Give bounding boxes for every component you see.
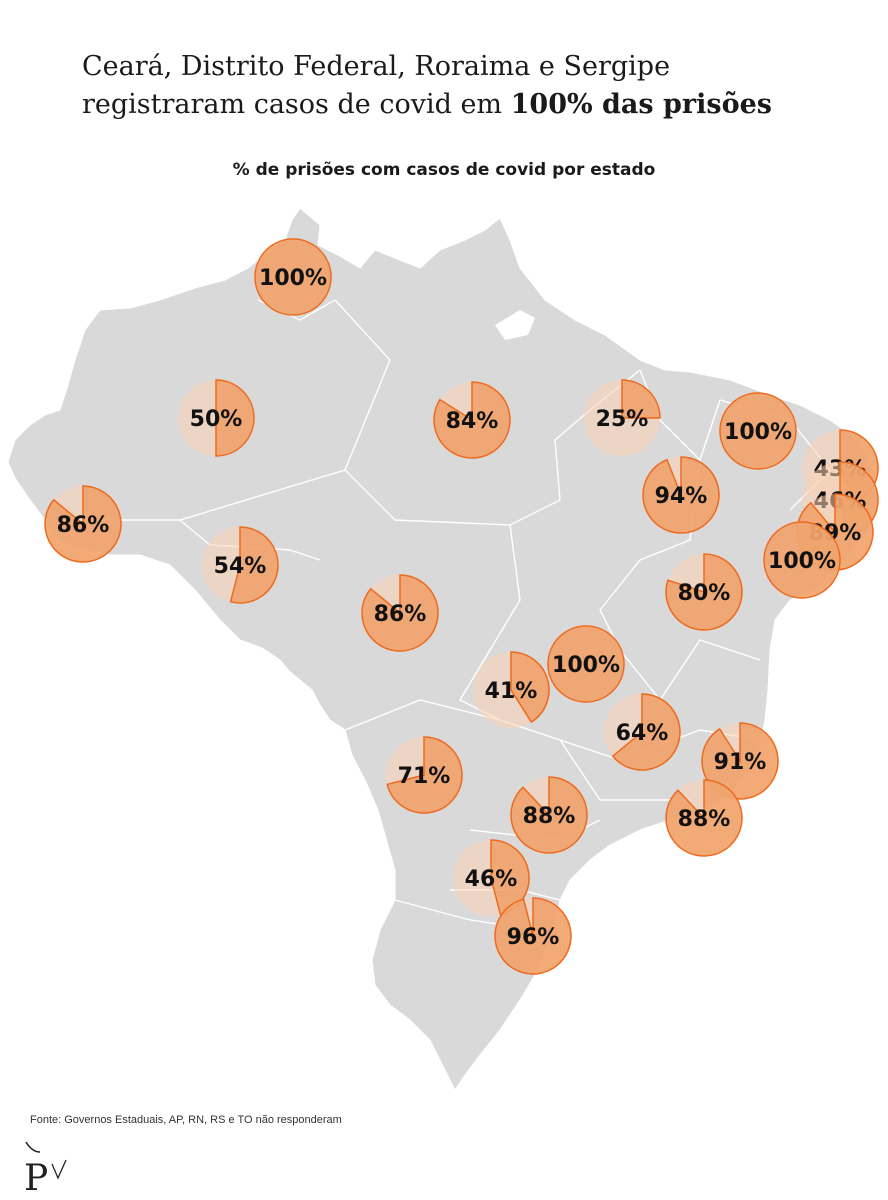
pie-label: 50% <box>190 407 243 432</box>
pie-sergipe: 100% <box>763 521 841 599</box>
pie-slice <box>510 776 588 854</box>
pie-label: 94% <box>655 484 708 509</box>
pie-bahia: 80% <box>665 553 743 631</box>
pie-label: 96% <box>507 925 560 950</box>
pie-minas-gerais: 64% <box>604 693 681 771</box>
pie-slice <box>254 238 332 316</box>
island-marajo <box>495 310 535 340</box>
pie-label: 46% <box>465 867 518 892</box>
pie-amazonas: 50% <box>178 379 255 457</box>
pie-slice <box>361 574 439 652</box>
pie-label: 41% <box>485 679 538 704</box>
pie-slice <box>621 379 661 419</box>
pie-slice <box>701 722 779 800</box>
pie-acre: 86% <box>44 485 122 563</box>
brazil-outline <box>7 207 879 1091</box>
pie-goias: 41% <box>473 651 550 728</box>
pie-label: 86% <box>57 513 110 538</box>
pie-slice <box>510 651 550 724</box>
pie-distrito-federal: 100% <box>547 625 625 703</box>
headline-line2: registraram casos de covid em <box>82 89 511 120</box>
pie-slice <box>386 736 463 814</box>
headline-emphasis: 100% das prisões <box>510 89 772 120</box>
pie-label: 100% <box>552 653 620 678</box>
pie-label: 80% <box>678 581 731 606</box>
map-land <box>7 207 879 1091</box>
pie-slice <box>642 456 720 534</box>
pie-mato-grosso-do-sul: 71% <box>386 736 463 814</box>
pie-label: 86% <box>374 602 427 627</box>
pie-slice <box>44 485 122 563</box>
pie-label: 88% <box>678 807 731 832</box>
pie-label: 25% <box>596 407 649 432</box>
pie-mato-grosso: 86% <box>361 574 439 652</box>
pie-label: 100% <box>724 420 792 445</box>
pie-sao-paulo: 88% <box>510 776 588 854</box>
pie-slice <box>719 392 797 470</box>
pie-santa-catarina: 96% <box>494 897 572 975</box>
pie-label: 84% <box>446 409 499 434</box>
pie-layer: 100%50%84%25%100%43%46%89%100%94%86%54%8… <box>44 238 879 975</box>
map-subtitle: % de prisões com casos de covid por esta… <box>232 160 656 180</box>
pie-para: 84% <box>433 381 511 459</box>
pie-slice <box>611 693 681 771</box>
pie-roraima: 100% <box>254 238 332 316</box>
pie-ceara: 100% <box>719 392 797 470</box>
pie-label: 100% <box>768 549 836 574</box>
pie-piaui: 94% <box>642 456 720 534</box>
headline-line1: Ceará, Distrito Federal, Roraima e Sergi… <box>82 51 671 82</box>
pie-slice <box>547 625 625 703</box>
headline: Ceará, Distrito Federal, Roraima e Sergi… <box>82 48 862 124</box>
logo-letter: P <box>24 1158 48 1196</box>
pie-label: 54% <box>214 554 267 579</box>
pie-slice <box>763 521 841 599</box>
pie-parana: 46% <box>453 839 530 916</box>
pie-slice <box>494 897 572 975</box>
pie-slice <box>215 379 255 457</box>
pie-label: 91% <box>714 750 767 775</box>
pie-label: 88% <box>523 804 576 829</box>
pie-slice <box>433 381 511 459</box>
publisher-logo-icon: P <box>24 1141 67 1196</box>
pie-maranhao: 25% <box>584 379 661 456</box>
pie-label: 100% <box>259 266 327 291</box>
pie-rondonia: 54% <box>202 526 279 604</box>
pie-label: 64% <box>616 721 669 746</box>
pie-slice <box>229 526 279 604</box>
pie-label: 71% <box>398 764 451 789</box>
pie-slice <box>665 553 743 631</box>
pie-rio-de-janeiro: 88% <box>665 779 743 857</box>
source-note: Fonte: Governos Estaduais, AP, RN, RS e … <box>30 1114 342 1126</box>
pie-slice <box>665 779 743 857</box>
pie-espirito-santo: 91% <box>701 722 779 800</box>
